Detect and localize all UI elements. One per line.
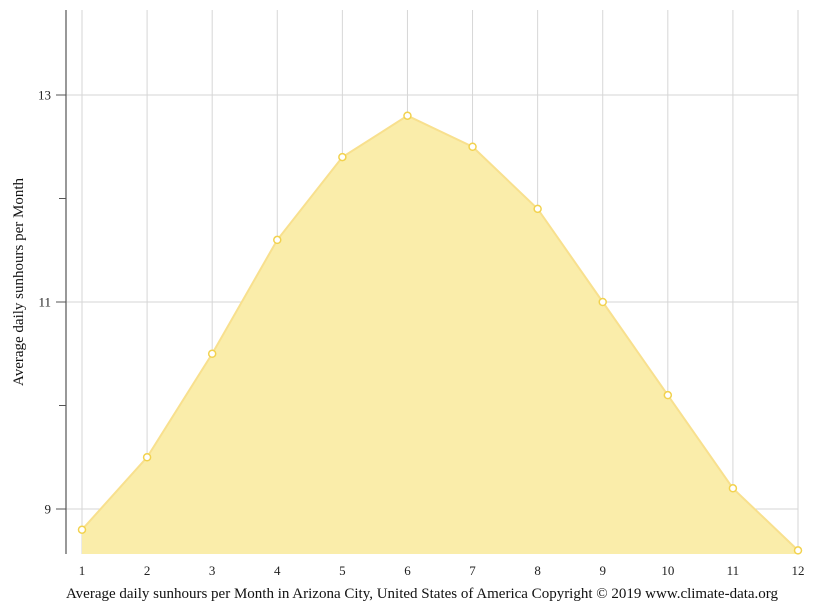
data-point-month-1[interactable] — [77, 525, 87, 534]
y-axis-ticks: 9 11 13 — [38, 88, 66, 517]
y-axis-title: Average daily sunhours per Month — [11, 178, 27, 387]
data-point-month-8[interactable] — [533, 204, 542, 214]
data-point-month-2[interactable] — [142, 453, 152, 462]
x-tick-label-10: 10 — [661, 563, 674, 578]
x-axis-ticks: 1 2 3 4 5 6 7 8 9 10 11 12 — [79, 563, 805, 578]
x-tick-label-5: 5 — [339, 563, 346, 578]
x-tick-label-7: 7 — [469, 563, 476, 578]
data-point-month-5[interactable] — [338, 152, 347, 162]
area-line — [81, 114, 799, 552]
y-tick-label-11: 11 — [38, 295, 51, 310]
x-tick-label-6: 6 — [404, 563, 411, 578]
x-tick-label-2: 2 — [144, 563, 151, 578]
x-tick-label-1: 1 — [79, 563, 86, 578]
data-point-month-4[interactable] — [273, 235, 282, 245]
data-point-month-6[interactable] — [403, 111, 412, 120]
chart-caption: Average daily sunhours per Month in Ariz… — [66, 586, 779, 602]
data-point-month-9[interactable] — [598, 297, 607, 307]
y-tick-label-9: 9 — [45, 502, 52, 517]
data-points — [77, 111, 803, 555]
data-point-month-12[interactable] — [793, 546, 803, 555]
x-tick-label-3: 3 — [209, 563, 216, 578]
data-point-month-10[interactable] — [663, 390, 673, 400]
data-point-month-7[interactable] — [468, 142, 477, 151]
x-tick-label-8: 8 — [534, 563, 541, 578]
x-tick-label-9: 9 — [599, 563, 606, 578]
x-tick-label-12: 12 — [792, 563, 805, 578]
y-tick-label-13: 13 — [38, 88, 51, 103]
data-point-month-3[interactable] — [207, 349, 217, 358]
x-tick-label-4: 4 — [274, 563, 281, 578]
area-fill — [82, 115, 798, 554]
data-point-month-11[interactable] — [728, 484, 738, 493]
x-tick-label-11: 11 — [727, 563, 740, 578]
